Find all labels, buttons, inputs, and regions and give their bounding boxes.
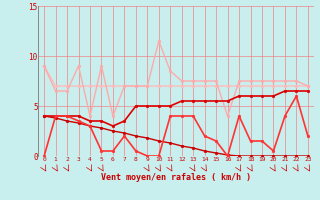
X-axis label: Vent moyen/en rafales ( km/h ): Vent moyen/en rafales ( km/h ) [101, 173, 251, 182]
